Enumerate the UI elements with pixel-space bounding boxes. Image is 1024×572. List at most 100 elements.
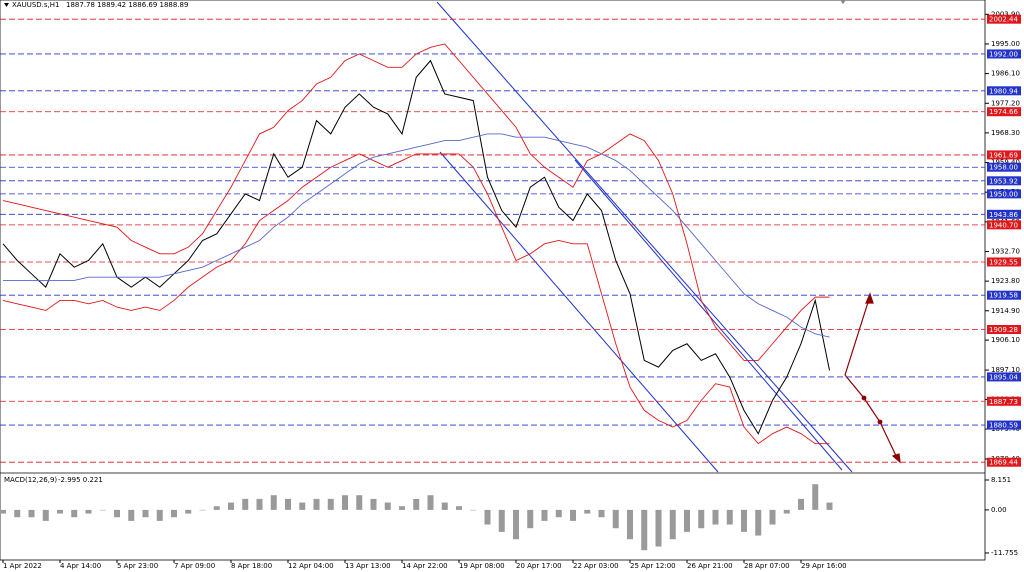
- level-tag: [987, 49, 1021, 59]
- x-tick-label: 5 Apr 23:00: [117, 562, 158, 570]
- plot-frame: [0, 0, 986, 561]
- level-label: 1895.04: [989, 373, 1018, 381]
- macd-bar: [156, 509, 163, 521]
- macd-bar: [42, 509, 49, 521]
- macd-bar: [498, 509, 505, 532]
- y-tick-label: -11.755: [991, 549, 1018, 557]
- macd-bar: [28, 509, 35, 518]
- level-label: 1919.58: [989, 292, 1018, 300]
- ohlc-text: 1887.78 1889.42 1886.69 1888.89: [66, 1, 188, 9]
- level-tag: [987, 162, 1021, 172]
- level-label: 1950.00: [989, 190, 1018, 198]
- macd-bar: [14, 509, 21, 518]
- y-tick-label: 8.151: [991, 476, 1011, 484]
- level-label: 1958.00: [989, 164, 1018, 172]
- x-tick-label: 1 Apr 2022: [3, 562, 42, 570]
- level-tag: [987, 150, 1021, 160]
- forecast-arrows: [844, 292, 901, 464]
- level-tag: [987, 189, 1021, 199]
- level-tag: [987, 420, 1021, 430]
- macd-bar: [57, 509, 63, 514]
- level-tag: [987, 209, 1021, 219]
- macd-bar: [71, 509, 78, 518]
- macd-bar: [213, 506, 220, 510]
- y-tick-label: 1932.70: [991, 247, 1020, 255]
- macd-bar: [285, 498, 291, 510]
- level-tag: [987, 325, 1021, 335]
- macd-bar: [441, 502, 448, 510]
- channel-lower: [439, 151, 719, 473]
- macd-bar: [484, 509, 491, 525]
- x-tick-label: 8 Apr 18:00: [231, 562, 272, 570]
- level-label: 1869.44: [989, 459, 1018, 467]
- macd-bar: [313, 498, 320, 510]
- macd-bar: [783, 509, 790, 514]
- macd-bar: [712, 509, 719, 525]
- macd-bar: [798, 498, 804, 510]
- macd-bar: [242, 498, 249, 510]
- macd-bar: [99, 509, 106, 511]
- level-label: 1980.94: [989, 87, 1018, 95]
- macd-bar: [513, 509, 519, 540]
- x-tick-label: 20 Apr 17:00: [516, 562, 562, 570]
- macd-bar: [299, 502, 306, 510]
- level-tag: [987, 372, 1021, 382]
- macd-bar: [669, 509, 676, 540]
- x-tick-label: 19 Apr 08:00: [459, 562, 505, 570]
- macd-bar: [228, 502, 234, 510]
- macd-bar: [171, 509, 177, 518]
- level-label: 1909.28: [989, 326, 1018, 334]
- macd-bar: [327, 498, 334, 510]
- level-tag: [987, 220, 1021, 230]
- macd-bar: [726, 509, 733, 525]
- symbol-title: XAUUSD.s,H1: [12, 1, 59, 9]
- level-tag: [987, 396, 1021, 406]
- x-tick-label: 22 Apr 03:00: [573, 562, 619, 570]
- macd-bar: [555, 509, 562, 518]
- x-tick-label: 7 Apr 09:00: [174, 562, 215, 570]
- level-tag: [987, 14, 1021, 24]
- macd-bar: [399, 506, 405, 510]
- y-tick-label: 1906.10: [991, 336, 1020, 344]
- x-tick-label: 25 Apr 12:00: [630, 562, 676, 570]
- level-label: 1880.59: [989, 422, 1018, 430]
- macd-bar: [342, 495, 348, 510]
- arrow-node: [861, 395, 867, 401]
- arrow-up: [844, 295, 871, 376]
- macd-bar: [413, 498, 420, 510]
- x-tick-label: 26 Apr 21:00: [687, 562, 733, 570]
- macd-bar: [812, 484, 819, 510]
- level-tag: [987, 290, 1021, 300]
- arrow-node: [877, 419, 883, 425]
- level-label: 1940.70: [989, 221, 1018, 229]
- y-tick-label: 1959.40: [991, 159, 1020, 167]
- y-tick-label: 1968.30: [991, 129, 1020, 137]
- channel-mid: [574, 159, 843, 471]
- channel-lines: [436, 1, 853, 473]
- macd-bar: [598, 509, 605, 518]
- macd-bar: [185, 509, 192, 514]
- macd-bar: [741, 509, 747, 532]
- y-tick-label: 1923.80: [991, 277, 1020, 285]
- level-label: 2002.44: [989, 16, 1018, 24]
- y-tick-label: 1914.90: [991, 307, 1020, 315]
- level-label: 1887.73: [989, 398, 1018, 406]
- x-tick-label: 4 Apr 14:00: [60, 562, 101, 570]
- x-tick-label: 29 Apr 16:00: [801, 562, 847, 570]
- macd-bar: [128, 509, 135, 521]
- macd-bar: [256, 498, 263, 510]
- x-tick-label: 14 Apr 22:00: [402, 562, 448, 570]
- macd-bar: [0, 509, 6, 514]
- y-tick-label: 1995.00: [991, 40, 1020, 48]
- price-line: [2, 59, 830, 435]
- level-label: 1992.00: [989, 50, 1018, 58]
- level-label: 1974.66: [989, 108, 1018, 116]
- macd-bar: [684, 509, 690, 532]
- macd-values: -2.995 0.221: [58, 476, 103, 484]
- level-tag: [987, 86, 1021, 96]
- y-tick-label: 1986.10: [991, 70, 1020, 78]
- y-tick-label: 1977.20: [991, 99, 1020, 107]
- level-tag: [987, 107, 1021, 117]
- level-tag: [987, 257, 1021, 267]
